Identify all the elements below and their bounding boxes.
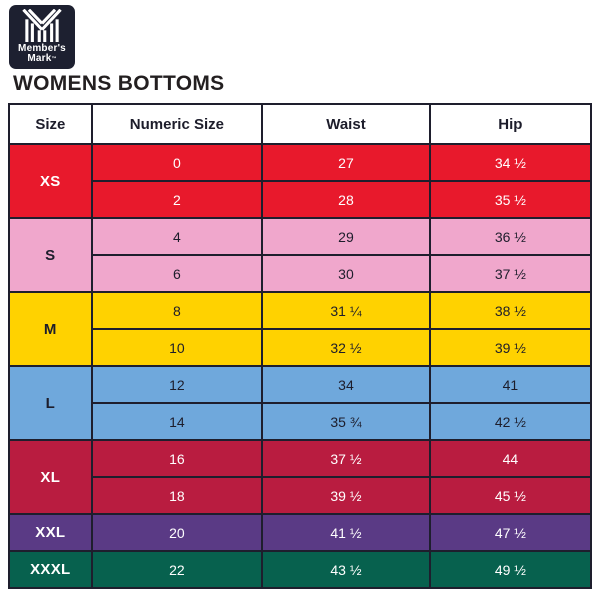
column-header-waist: Waist (261, 103, 431, 145)
numeric-size-cell: 16 (90, 439, 264, 478)
table-row: XXXL 22 43 ½ 49 ½ (8, 550, 593, 589)
hip-cell: 34 ½ (428, 143, 593, 182)
logo-line2: Mark (27, 53, 52, 64)
size-cell-xl: XL (8, 439, 93, 515)
logo-wordmark: Member's Mark™ (18, 44, 66, 64)
numeric-size-cell: 8 (90, 291, 264, 330)
hip-cell: 36 ½ (428, 217, 593, 256)
numeric-size-cell: 22 (90, 550, 264, 589)
waist-cell: 27 (261, 143, 431, 182)
column-header-hip: Hip (428, 103, 593, 145)
waist-cell: 32 ½ (261, 328, 431, 367)
table-row: XS 0 27 34 ½ (8, 143, 593, 219)
waist-cell: 34 (261, 365, 431, 404)
table-body: XS 0 27 34 ½ 2 28 35 ½ S 4 29 36 ½ 6 30 … (8, 143, 593, 589)
table-row: M 8 31 ¼ 38 ½ (8, 291, 593, 367)
page-title: WOMENS BOTTOMS (13, 72, 225, 95)
members-mark-m-icon (22, 9, 62, 42)
hip-cell: 39 ½ (428, 328, 593, 367)
table-row: XL 16 37 ½ 44 (8, 439, 593, 515)
hip-cell: 38 ½ (428, 291, 593, 330)
size-cell-s: S (8, 217, 93, 293)
waist-cell: 39 ½ (261, 476, 431, 515)
hip-cell: 47 ½ (428, 513, 593, 552)
table-row: 10 32 ½ 39 ½ (9, 328, 593, 367)
hip-cell: 49 ½ (428, 550, 593, 589)
hip-cell: 45 ½ (428, 476, 593, 515)
table-row: XXL 20 41 ½ 47 ½ (8, 513, 593, 552)
waist-cell: 31 ¼ (261, 291, 431, 330)
header-row: Size Numeric Size Waist Hip (8, 103, 593, 145)
column-header-size: Size (8, 103, 93, 145)
hip-cell: 41 (428, 365, 593, 404)
waist-cell: 28 (261, 180, 431, 219)
numeric-size-cell: 4 (90, 217, 264, 256)
size-cell-xxl: XXL (8, 513, 93, 552)
size-cell-xxxl: XXXL (8, 550, 93, 589)
table-row: S 4 29 36 ½ (8, 217, 593, 293)
hip-cell: 35 ½ (428, 180, 593, 219)
table-row: L 12 34 41 (8, 365, 593, 441)
trademark-symbol: ™ (51, 56, 57, 62)
column-header-numeric-size: Numeric Size (90, 103, 264, 145)
table-row: 18 39 ½ 45 ½ (9, 476, 593, 515)
size-chart-table: Size Numeric Size Waist Hip XS 0 27 34 ½… (8, 103, 593, 589)
numeric-size-cell: 20 (90, 513, 264, 552)
logo-line1: Member's (18, 43, 66, 54)
waist-cell: 41 ½ (261, 513, 431, 552)
hip-cell: 42 ½ (428, 402, 593, 441)
waist-cell: 43 ½ (261, 550, 431, 589)
numeric-size-cell: 10 (90, 328, 264, 367)
numeric-size-cell: 2 (90, 180, 264, 219)
members-mark-logo: Member's Mark™ (9, 5, 75, 69)
numeric-size-cell: 6 (90, 254, 264, 293)
waist-cell: 35 ¾ (261, 402, 431, 441)
hip-cell: 44 (428, 439, 593, 478)
waist-cell: 37 ½ (261, 439, 431, 478)
table-header: Size Numeric Size Waist Hip (8, 103, 593, 145)
numeric-size-cell: 18 (90, 476, 264, 515)
size-cell-xs: XS (8, 143, 93, 219)
table-row: 6 30 37 ½ (9, 254, 593, 293)
table-row: 14 35 ¾ 42 ½ (9, 402, 593, 441)
numeric-size-cell: 14 (90, 402, 264, 441)
numeric-size-cell: 12 (90, 365, 264, 404)
size-cell-m: M (8, 291, 93, 367)
waist-cell: 30 (261, 254, 431, 293)
hip-cell: 37 ½ (428, 254, 593, 293)
numeric-size-cell: 0 (90, 143, 264, 182)
size-cell-l: L (8, 365, 93, 441)
table-row: 2 28 35 ½ (9, 180, 593, 219)
waist-cell: 29 (261, 217, 431, 256)
